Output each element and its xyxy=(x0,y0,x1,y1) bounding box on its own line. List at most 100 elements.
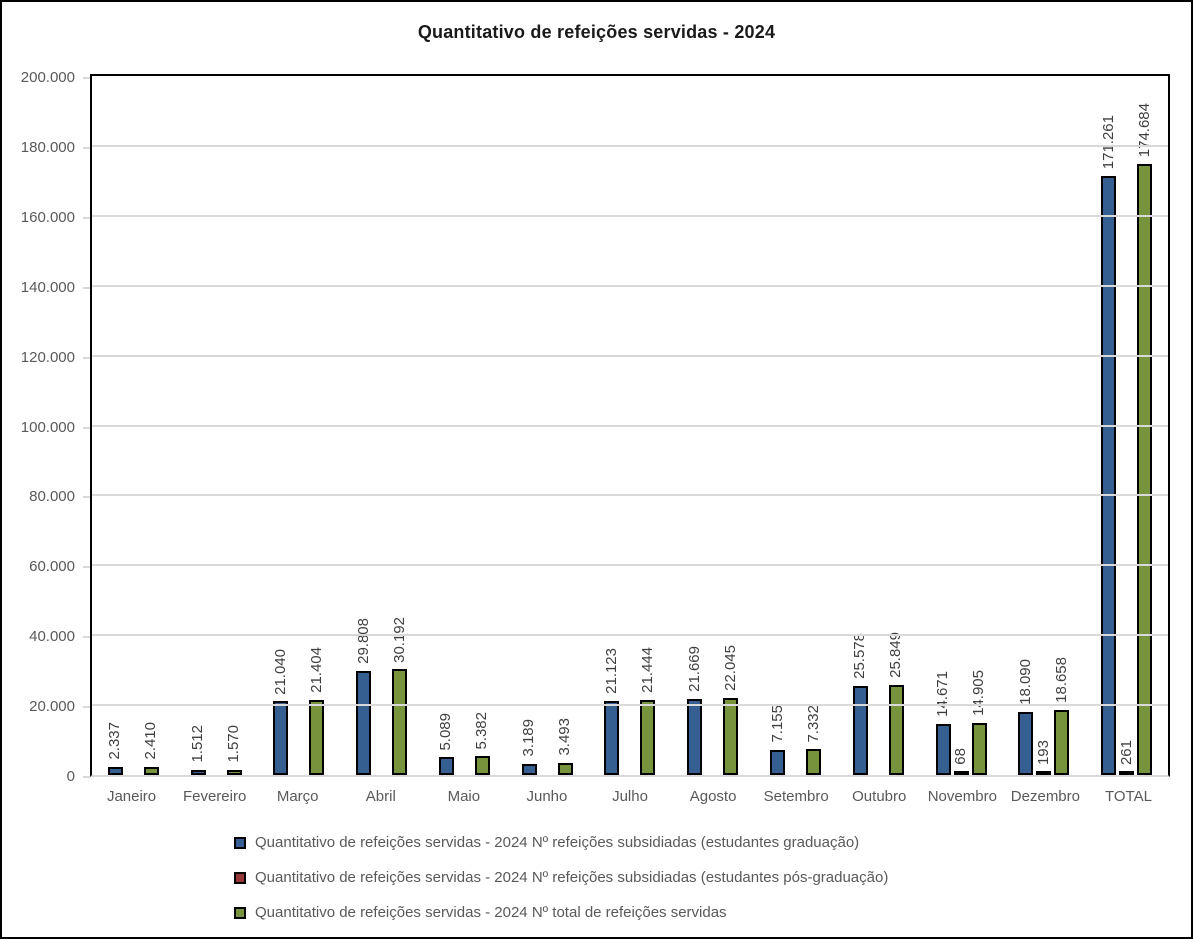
x-axis-label-julho: Julho xyxy=(612,788,648,805)
y-axis-tick-label: 180.000 xyxy=(20,138,75,156)
bar-value-label: 171.261 xyxy=(1099,115,1117,170)
bar-novembro-series1 xyxy=(953,771,969,775)
y-axis-tick-label: 120.000 xyxy=(20,348,75,366)
bar-value-label: 21.040 xyxy=(271,648,289,695)
x-axis-label-agosto: Agosto xyxy=(689,788,737,805)
legend: Quantitativo de refeições servidas - 202… xyxy=(234,831,888,936)
bar-fevereiro-series2 xyxy=(226,769,242,775)
bar-value-label: 7.332 xyxy=(804,704,822,743)
y-axis-tick-label: 100.000 xyxy=(20,418,75,436)
legend-label: Quantitativo de refeições servidas - 202… xyxy=(255,904,727,921)
bar-slot: 21.404 xyxy=(307,76,325,775)
bar-value-label: 14.671 xyxy=(934,670,952,717)
bar-slot: 21.669 xyxy=(686,76,703,775)
bar-value-label: 18.658 xyxy=(1052,656,1070,703)
bar-value-label: 30.192 xyxy=(390,616,408,663)
bar-value-label: 174.684 xyxy=(1135,103,1153,158)
plot-area: 2.337 2.410 1.512 1.570 21.040 21.404 29.808 30… xyxy=(90,74,1170,777)
x-axis: Janeiro Fevereiro Março Abril Maio Junho Julho… xyxy=(90,788,1170,805)
bar-junho-series2 xyxy=(557,762,573,775)
bar-value-label: 21.444 xyxy=(638,647,656,694)
y-axis-tick-label: 80.000 xyxy=(29,488,75,506)
bar-value-label: 5.382 xyxy=(473,711,491,750)
bar-slot: 29.808 xyxy=(354,76,372,775)
x-axis-label-maio: Maio xyxy=(447,788,481,805)
x-axis-label-dezembro: Dezembro xyxy=(1010,788,1080,805)
bar-dezembro-series1 xyxy=(1036,771,1052,775)
bar-slot: 261 xyxy=(1117,76,1135,775)
bar-group-fevereiro: 1.512 1.570 xyxy=(175,76,258,775)
y-axis-tick xyxy=(83,566,90,569)
bar-slot: 174.684 xyxy=(1135,76,1153,775)
bar-value-label: 21.404 xyxy=(307,647,325,694)
y-axis-tick xyxy=(83,776,90,778)
gridline xyxy=(92,284,1168,287)
bar-slot: 14.905 xyxy=(970,76,987,775)
bar-novembro-series0 xyxy=(935,723,951,775)
bar-slot: 2.410 xyxy=(142,76,160,775)
y-axis-tick xyxy=(83,146,90,149)
gridline xyxy=(92,214,1168,217)
gridline xyxy=(92,144,1168,147)
legend-swatch-blue-icon xyxy=(234,836,246,849)
legend-label: Quantitativo de refeições servidas - 202… xyxy=(255,869,889,886)
bar-value-label: 18.090 xyxy=(1016,658,1034,705)
bar-group-agosto: 21.669 22.045 xyxy=(671,76,754,775)
bar-group-janeiro: 2.337 2.410 xyxy=(92,76,175,775)
bar-maio-series2 xyxy=(474,756,490,775)
bar-value-label: 21.123 xyxy=(602,648,620,695)
bar-slot: 21.444 xyxy=(638,76,656,775)
x-axis-label-fevereiro: Fevereiro xyxy=(182,788,247,805)
bar-janeiro-series2 xyxy=(143,766,159,775)
bar-slot: 2.337 xyxy=(106,76,124,775)
bar-value-label: 5.089 xyxy=(437,712,455,751)
bar-slot: 5.089 xyxy=(437,76,455,775)
legend-item-graduacao: Quantitativo de refeições servidas - 202… xyxy=(234,831,888,854)
bar-setembro-series0 xyxy=(770,750,785,775)
bar-abril-series0 xyxy=(356,670,372,775)
x-axis-label-setembro: Setembro xyxy=(763,788,829,805)
bar-value-label: 1.570 xyxy=(225,724,243,763)
x-axis-label-total: TOTAL xyxy=(1104,788,1152,805)
bar-dezembro-series0 xyxy=(1018,711,1034,775)
bar-value-label: 2.410 xyxy=(142,722,160,760)
bar-value-label: 261 xyxy=(1117,739,1135,765)
bar-group-novembro: 14.671 68 14.905 xyxy=(920,76,1003,775)
bar-slot: 18.090 xyxy=(1016,76,1034,775)
legend-label: Quantitativo de refeições servidas - 202… xyxy=(255,834,860,851)
y-axis-tick-label: 60.000 xyxy=(29,558,75,576)
bar-julho-series0 xyxy=(604,701,620,775)
gridline xyxy=(92,494,1168,497)
bar-maio-series0 xyxy=(438,757,454,775)
x-axis-label-junho: Junho xyxy=(526,788,568,805)
bar-group-abril: 29.808 30.192 xyxy=(340,76,423,775)
gridline xyxy=(92,354,1168,357)
bar-group-total: 171.261 261 174.684 xyxy=(1085,76,1168,775)
bar-group-março: 21.040 21.404 xyxy=(258,76,341,775)
bar-slot: 21.123 xyxy=(602,76,620,775)
bar-slot: 25.849 xyxy=(887,76,905,775)
y-axis-tick xyxy=(83,426,90,429)
y-axis-tick-label: 200.000 xyxy=(20,69,75,86)
bar-value-label: 29.808 xyxy=(354,617,372,664)
bar-janeiro-series0 xyxy=(107,766,123,775)
bar-slot: 30.192 xyxy=(390,76,408,775)
bar-junho-series0 xyxy=(521,763,537,775)
bar-março-series2 xyxy=(309,700,325,775)
bar-outubro-series2 xyxy=(888,684,904,775)
bar-abril-series2 xyxy=(392,669,408,775)
bar-value-label: 193 xyxy=(1034,739,1052,765)
chart-title: Quantitativo de refeições servidas - 202… xyxy=(417,22,776,42)
gridline xyxy=(92,634,1168,637)
legend-swatch-green-icon xyxy=(234,906,246,919)
bar-group-dezembro: 18.090 193 18.658 xyxy=(1002,76,1085,775)
bar-slot: 5.382 xyxy=(473,76,491,775)
bar-value-label: 25.849 xyxy=(887,631,905,678)
bar-value-label: 2.337 xyxy=(106,722,124,760)
bar-agosto-series0 xyxy=(687,699,703,775)
y-axis-tick xyxy=(83,216,90,219)
bar-novembro-series2 xyxy=(971,722,987,775)
bar-value-label: 7.155 xyxy=(768,705,786,743)
legend-swatch-red-icon xyxy=(234,871,246,884)
